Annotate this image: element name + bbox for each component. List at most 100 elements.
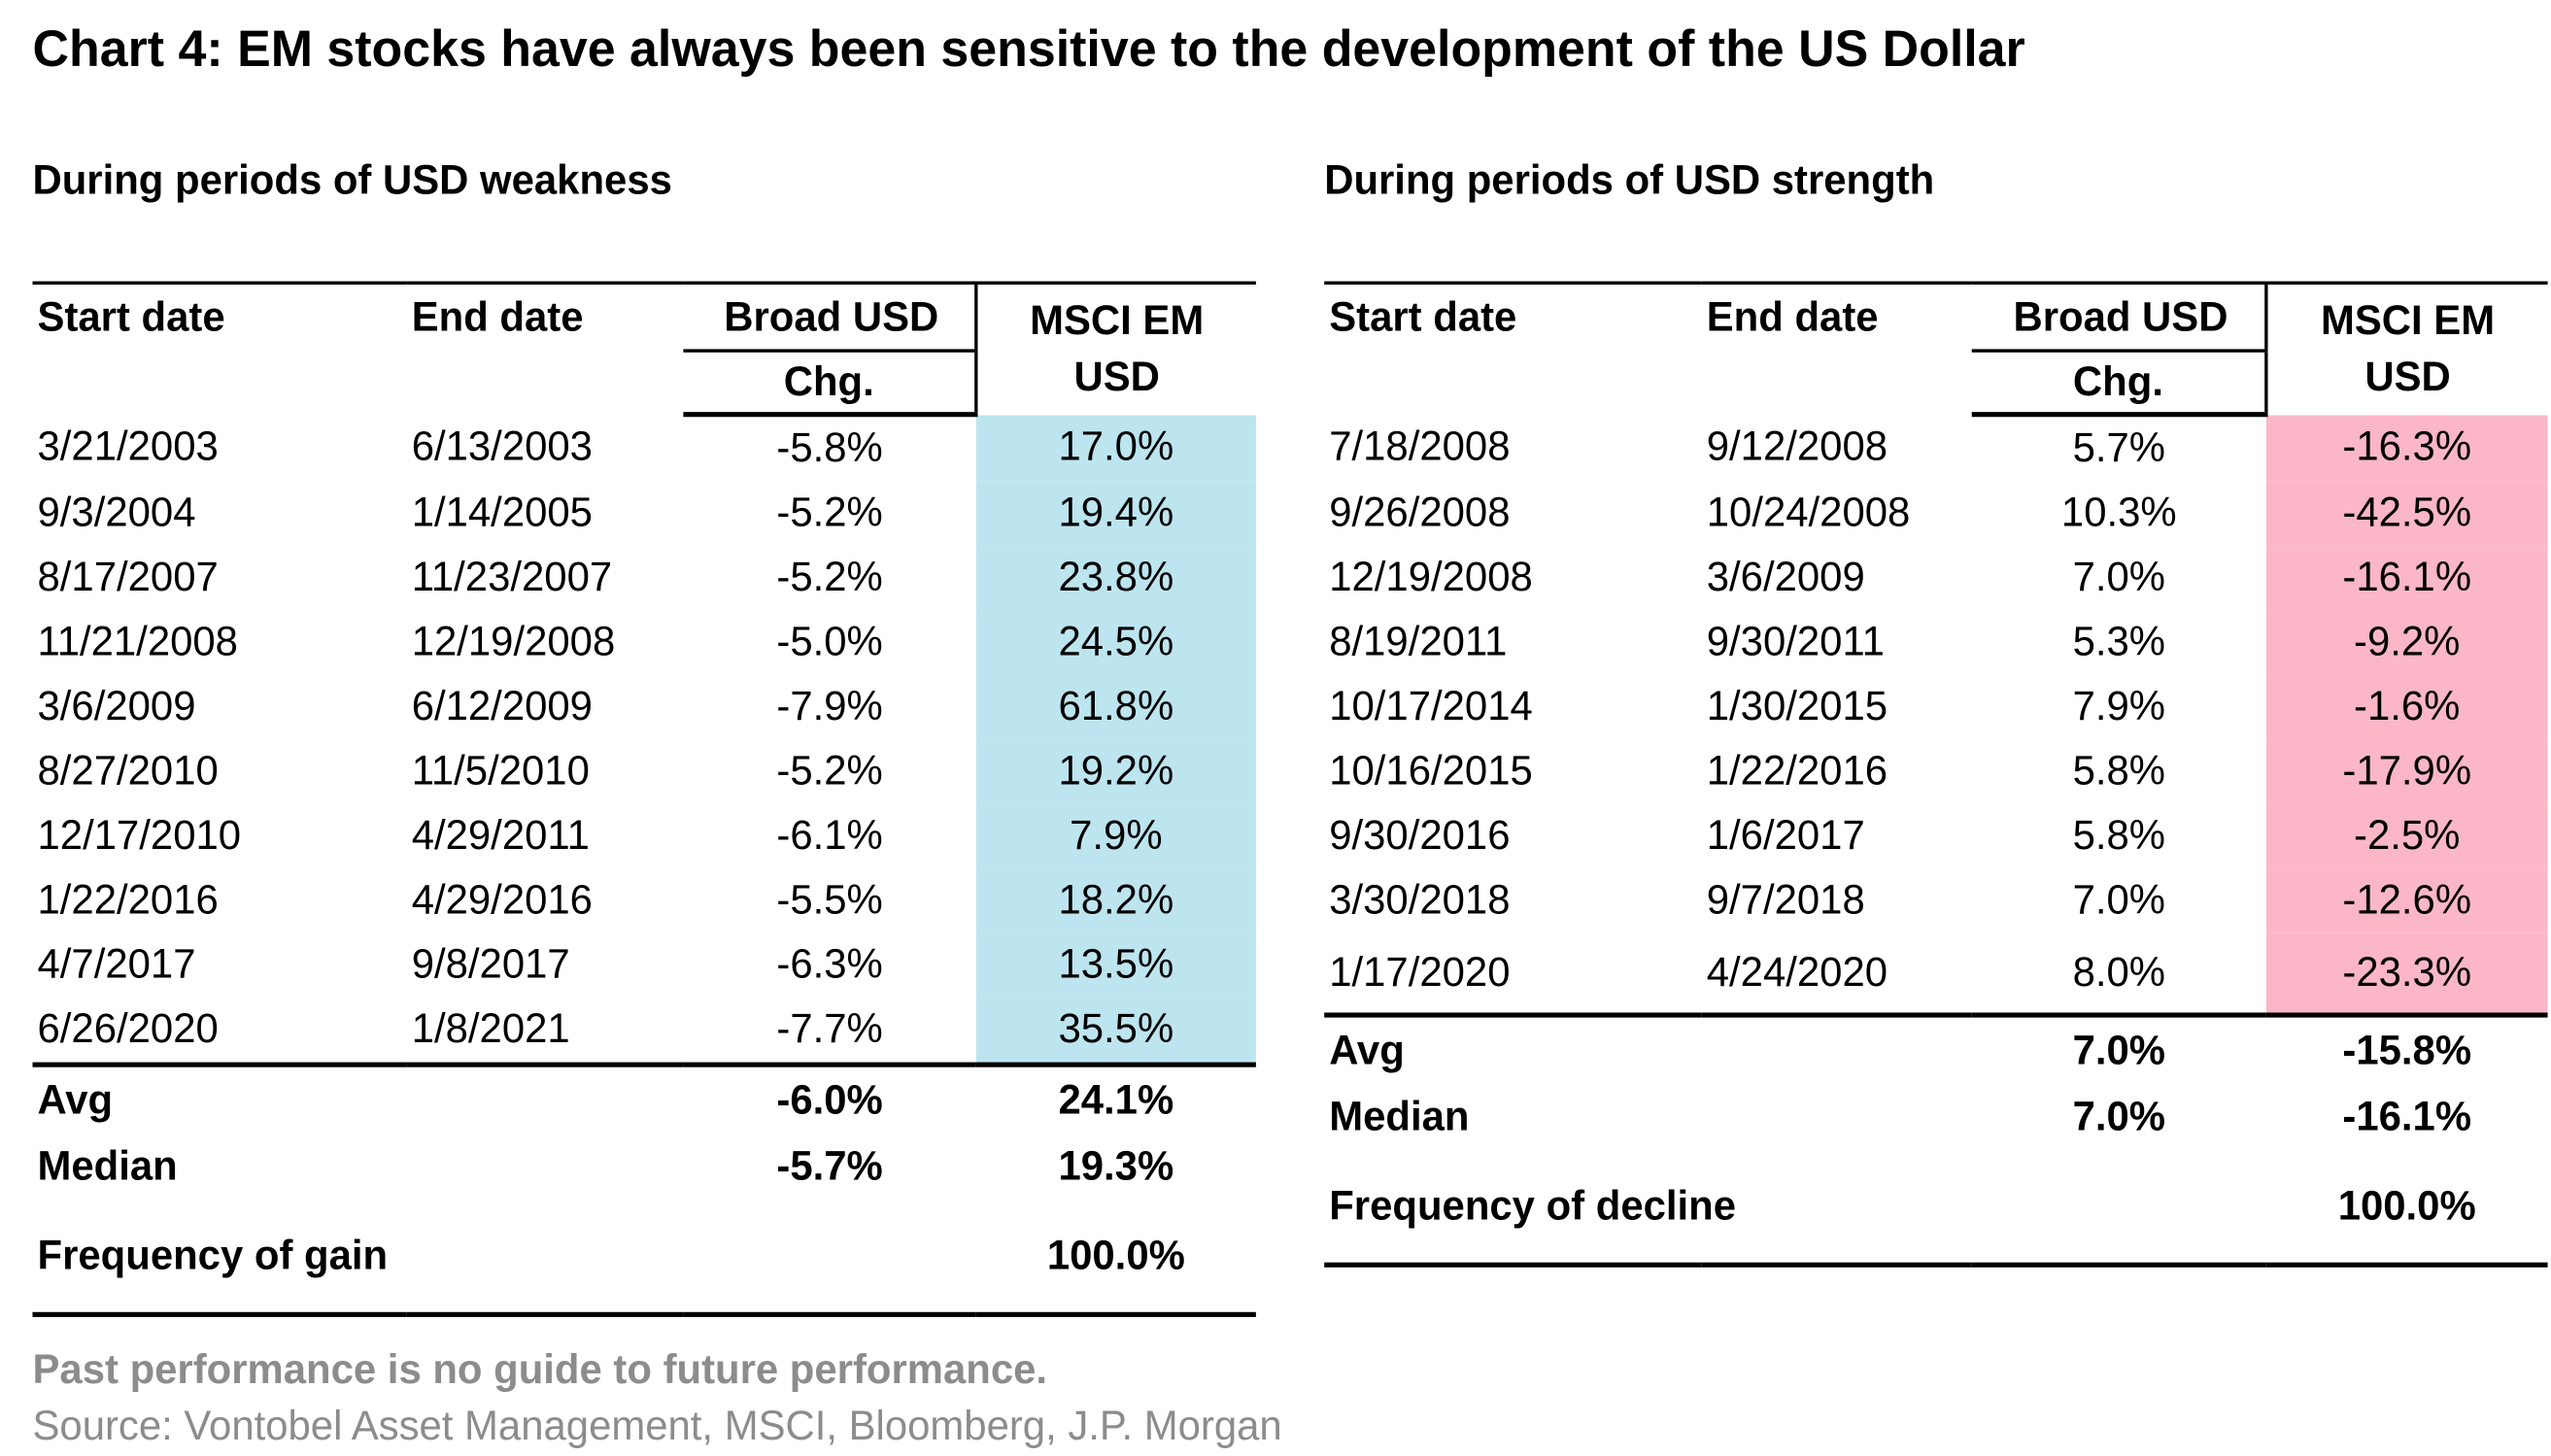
table: Start date End date Broad USD MSCI EM USD Ch… xyxy=(1324,281,2548,1268)
header-row: Start date End date Broad USD MSCI EM USD xyxy=(1324,281,2548,415)
cell: -5.5% xyxy=(776,876,883,924)
header-cell: End date xyxy=(406,281,684,415)
cell: 1/22/2016 xyxy=(1706,747,1888,795)
cell: Frequency of gain xyxy=(32,1199,684,1317)
header-cell: End date xyxy=(1701,281,1972,415)
summary-row: Avg -6.0% 24.1% xyxy=(32,1062,1256,1134)
cell: 7.0% xyxy=(2072,1093,2165,1139)
summary-row: Frequency of gain 100.0% xyxy=(32,1199,1256,1317)
cell: 11/5/2010 xyxy=(411,747,590,795)
cell: 8/27/2010 xyxy=(37,747,219,795)
cell: 9/30/2011 xyxy=(1706,619,1885,665)
cell: 10/17/2014 xyxy=(1329,683,1533,730)
table-heading: During periods of USD weakness xyxy=(32,156,672,204)
cell: 7.0% xyxy=(1971,1012,2266,1084)
header-cell: Start date xyxy=(1324,281,1702,415)
cell: 4/7/2017 xyxy=(37,941,196,988)
cell: 4/29/2011 xyxy=(411,812,590,860)
cell: 1/6/2017 xyxy=(1706,812,1865,860)
cell: 12/17/2010 xyxy=(37,812,242,860)
table-row: 11/21/2008 12/19/2008 -5.0% 24.5% xyxy=(32,610,1256,675)
table-row: 1/17/2020 4/24/2020 8.0% -23.3% xyxy=(1324,932,2548,1016)
source: Source: Vontobel Asset Management, MSCI,… xyxy=(32,1403,1282,1450)
cell: -15.8% xyxy=(2265,1012,2548,1084)
table-row: 3/6/2009 6/12/2009 -7.9% 61.8% xyxy=(32,674,1256,740)
cell: 7.0% xyxy=(2072,876,2165,924)
cell: -42.5% xyxy=(2265,481,2548,547)
cell: 9/26/2008 xyxy=(1329,490,1511,536)
cell: 12/19/2008 xyxy=(411,619,616,665)
cell: 1/17/2020 xyxy=(1329,948,1511,996)
cell: 11/23/2007 xyxy=(411,554,613,601)
cell: 9/30/2016 xyxy=(1329,812,1511,860)
cell: -5.8% xyxy=(776,424,883,472)
cell: -5.0% xyxy=(776,619,883,665)
cell: -2.5% xyxy=(2265,803,2548,869)
cell: Frequency of decline xyxy=(1324,1149,1972,1268)
table-row: 9/30/2016 1/6/2017 5.8% -2.5% xyxy=(1324,803,2548,869)
cell: 5.8% xyxy=(2072,747,2165,795)
header-cell: MSCI EM USD xyxy=(974,281,1256,415)
header-cell: Start date xyxy=(32,281,407,415)
cell: 3/6/2009 xyxy=(37,683,196,730)
cell: 10.3% xyxy=(2060,490,2177,536)
cell: 11/21/2008 xyxy=(37,619,238,665)
table-row: 8/27/2010 11/5/2010 -5.2% 19.2% xyxy=(32,739,1256,804)
cell: -5.2% xyxy=(776,554,883,601)
cell: 5.7% xyxy=(2072,424,2165,472)
cell: 17.0% xyxy=(975,414,1256,482)
header-row: Start date End date Broad USD MSCI EM USD xyxy=(32,281,1256,415)
cell: -16.1% xyxy=(2342,1093,2472,1139)
table-row: 7/18/2008 9/12/2008 5.7% -16.3% xyxy=(1324,414,2548,482)
table-row: 3/30/2018 9/7/2018 7.0% -12.6% xyxy=(1324,868,2548,933)
cell: -17.9% xyxy=(2265,739,2548,804)
cell: -7.7% xyxy=(776,1005,883,1053)
cell: -9.2% xyxy=(2265,610,2548,675)
cell: 18.2% xyxy=(975,868,1256,933)
table-row: 10/17/2014 1/30/2015 7.9% -1.6% xyxy=(1324,674,2548,740)
cell: 10/16/2015 xyxy=(1329,747,1533,795)
summary-row: Median -5.7% 19.3% xyxy=(32,1134,1255,1200)
cell: 5.3% xyxy=(2072,619,2165,665)
cell: 1/8/2021 xyxy=(411,1005,570,1053)
table-row: 8/19/2011 9/30/2011 5.3% -9.2% xyxy=(1324,610,2548,675)
cell: 19.3% xyxy=(1058,1142,1174,1189)
cell: 8.0% xyxy=(2072,948,2165,996)
cell: 8/19/2011 xyxy=(1329,619,1508,665)
cell: 13.5% xyxy=(975,932,1256,999)
cell: Avg xyxy=(1324,1012,1972,1084)
cell: -16.3% xyxy=(2265,414,2548,482)
cell: 19.2% xyxy=(975,739,1256,804)
table-row: 1/22/2016 4/29/2016 -5.5% 18.2% xyxy=(32,868,1256,933)
table-row: 6/26/2020 1/8/2021 -7.7% 35.5% xyxy=(32,998,1256,1066)
cell: 9/7/2018 xyxy=(1706,876,1865,924)
cell: 7.9% xyxy=(975,803,1256,869)
cell: 100.0% xyxy=(975,1199,1256,1317)
cell: 9/3/2004 xyxy=(37,490,196,536)
cell: -7.9% xyxy=(776,683,883,730)
cell: -1.6% xyxy=(2265,674,2548,740)
cell: 3/21/2003 xyxy=(37,423,219,471)
cell: 9/12/2008 xyxy=(1706,423,1888,471)
table-row: 8/17/2007 11/23/2007 -5.2% 23.8% xyxy=(32,546,1256,611)
summary-row: Frequency of decline 100.0% xyxy=(1324,1149,2548,1268)
cell: 6/12/2009 xyxy=(411,683,593,730)
table-row: 9/3/2004 1/14/2005 -5.2% 19.4% xyxy=(32,481,1256,547)
cell: -6.1% xyxy=(776,812,883,860)
cell: -23.3% xyxy=(2265,932,2548,1016)
cell: 3/6/2009 xyxy=(1706,554,1865,601)
cell: 61.8% xyxy=(975,674,1256,740)
cell: 9/8/2017 xyxy=(411,941,570,988)
cell: Avg xyxy=(32,1062,684,1134)
cell: -5.7% xyxy=(776,1142,883,1189)
cell: 7.9% xyxy=(2072,683,2165,730)
cell: 4/29/2016 xyxy=(411,876,593,924)
table-row: 3/21/2003 6/13/2003 -5.8% 17.0% xyxy=(32,414,1256,482)
summary-row: Median 7.0% -16.1% xyxy=(1324,1084,2547,1150)
header-row: Chg. xyxy=(32,351,1255,418)
cell: 3/30/2018 xyxy=(1329,876,1511,924)
header-cell: Chg. xyxy=(683,351,976,418)
cell: 7.0% xyxy=(2072,554,2165,601)
disclaimer: Past performance is no guide to future p… xyxy=(32,1346,1048,1394)
cell: 1/22/2016 xyxy=(37,876,219,924)
